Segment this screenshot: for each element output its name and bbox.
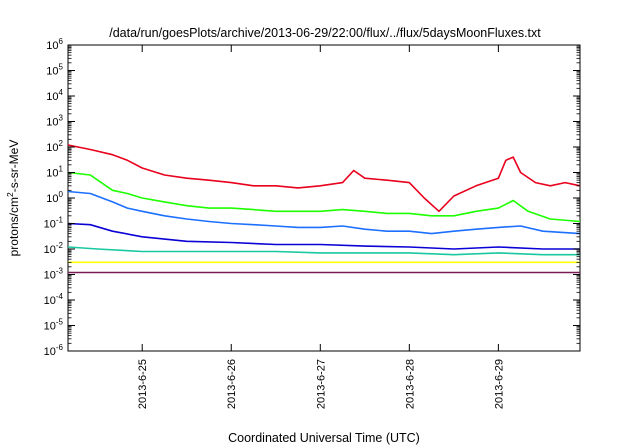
chart-title: /data/run/goesPlots/archive/2013-06-29/2… (109, 26, 541, 40)
x-axis-label: Coordinated Universal Time (UTC) (228, 431, 420, 445)
series-layer (67, 144, 581, 274)
y-tick-base: 10 (46, 142, 58, 154)
x-tick-label: 2013-6-27 (315, 359, 327, 409)
y-tick-label: 106 (46, 37, 63, 52)
y-tick-label: 10-4 (44, 292, 64, 307)
y-tick-label: 10-2 (44, 241, 64, 256)
y-tick-base: 10 (44, 346, 56, 358)
x-axis: 2013-6-25 2013-6-26 2013-6-27 2013-6-28 2013… (137, 45, 505, 409)
y-label-exponent: 2 (5, 192, 15, 197)
y-tick-base: 10 (44, 321, 56, 333)
y-tick-label: 100 (46, 190, 63, 205)
y-tick-exponent: 1 (59, 165, 64, 174)
series-line-5 (67, 246, 580, 256)
x-tick-label: 2013-6-29 (493, 359, 505, 409)
y-tick-label: 10-1 (44, 216, 64, 231)
y-tick-label: 103 (46, 114, 63, 129)
y-tick-exponent: 4 (59, 88, 64, 97)
y-tick-exponent: -4 (56, 292, 64, 301)
y-tick-exponent: 6 (59, 37, 64, 46)
y-tick-base: 10 (46, 91, 58, 103)
y-tick-base: 10 (46, 193, 58, 205)
y-tick-exponent: 5 (59, 63, 64, 72)
y-tick-exponent: -6 (56, 343, 64, 352)
y-tick-exponent: 2 (59, 139, 64, 148)
y-tick-label: 10-6 (44, 343, 64, 358)
y-tick-label: 102 (46, 139, 63, 154)
y-tick-exponent: -1 (56, 216, 64, 225)
y-tick-label: 104 (46, 88, 63, 103)
series-line-1 (67, 144, 581, 213)
y-tick-base: 10 (46, 66, 58, 78)
y-label-rest: -s-sr-MeV (7, 140, 21, 193)
x-tick-label: 2013-6-26 (226, 359, 238, 409)
y-tick-exponent: -3 (56, 267, 64, 276)
y-tick-base: 10 (44, 295, 56, 307)
y-tick-base: 10 (44, 219, 56, 231)
x-tick-label: 2013-6-28 (404, 359, 416, 409)
y-tick-base: 10 (46, 40, 58, 52)
y-tick-exponent: -5 (56, 318, 64, 327)
series-line-2 (67, 171, 581, 223)
y-tick-exponent: 3 (59, 114, 64, 123)
y-tick-exponent: -2 (56, 241, 64, 250)
y-label-base: protons/cm (7, 197, 21, 256)
series-line-3 (67, 190, 581, 235)
y-tick-label: 101 (46, 165, 63, 180)
y-axis: 10-610-510-410-310-210-11001011021031041… (44, 37, 580, 358)
y-tick-label: 10-3 (44, 267, 64, 282)
y-tick-base: 10 (46, 117, 58, 129)
y-tick-base: 10 (46, 168, 58, 180)
y-tick-base: 10 (44, 270, 56, 282)
y-tick-label: 10-5 (44, 318, 64, 333)
y-tick-exponent: 0 (59, 190, 64, 199)
y-axis-label: protons/cm2-s-sr-MeV (5, 140, 21, 257)
y-tick-base: 10 (44, 244, 56, 256)
x-tick-label: 2013-6-25 (137, 359, 149, 409)
series-line-4 (67, 222, 580, 250)
y-tick-label: 105 (46, 63, 63, 78)
